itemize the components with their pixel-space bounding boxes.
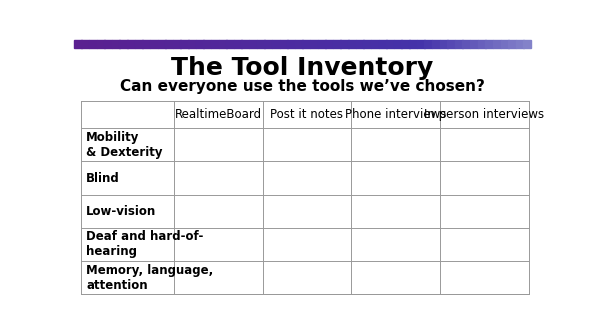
Bar (234, 40, 242, 47)
Bar (257, 40, 265, 47)
Bar (158, 40, 166, 47)
Bar (394, 40, 402, 47)
Bar (455, 40, 463, 47)
Text: Memory, language,
attention: Memory, language, attention (86, 264, 214, 291)
Bar (401, 40, 409, 47)
Bar (89, 40, 97, 47)
Text: Deaf and hard-of-
hearing: Deaf and hard-of- hearing (86, 230, 204, 258)
Text: In person interviews: In person interviews (424, 108, 545, 121)
Bar (74, 40, 82, 47)
Bar (104, 40, 112, 47)
Bar (112, 40, 120, 47)
Bar (211, 40, 219, 47)
Bar (204, 40, 211, 47)
Bar (310, 40, 318, 47)
Bar (363, 40, 372, 47)
Bar (440, 40, 448, 47)
Bar (409, 40, 417, 47)
Bar (478, 40, 486, 47)
Bar (97, 40, 104, 47)
Bar (432, 40, 440, 47)
Bar (333, 40, 341, 47)
Bar (386, 40, 394, 47)
Bar (379, 40, 386, 47)
Bar (81, 40, 90, 47)
Bar (280, 40, 287, 47)
Bar (272, 40, 280, 47)
Bar (447, 40, 455, 47)
Bar (142, 40, 150, 47)
Bar (165, 40, 173, 47)
Bar (295, 40, 303, 47)
Text: Phone interviews: Phone interviews (345, 108, 446, 121)
Text: The Tool Inventory: The Tool Inventory (171, 56, 434, 80)
Bar (516, 40, 524, 47)
Text: Mobility
& Dexterity: Mobility & Dexterity (86, 131, 163, 159)
Text: Can everyone use the tools we’ve chosen?: Can everyone use the tools we’ve chosen? (120, 79, 485, 95)
Bar (317, 40, 326, 47)
Bar (508, 40, 516, 47)
Bar (287, 40, 295, 47)
Bar (340, 40, 349, 47)
Bar (249, 40, 257, 47)
Bar (371, 40, 379, 47)
Bar (135, 40, 143, 47)
Bar (463, 40, 470, 47)
Text: Blind: Blind (86, 172, 120, 185)
Bar (196, 40, 204, 47)
Bar (356, 40, 364, 47)
Bar (150, 40, 158, 47)
Bar (241, 40, 250, 47)
Bar (325, 40, 333, 47)
Bar (264, 40, 273, 47)
Bar (493, 40, 501, 47)
Text: RealtimeBoard: RealtimeBoard (175, 108, 262, 121)
Bar (188, 40, 196, 47)
Bar (173, 40, 181, 47)
Bar (302, 40, 310, 47)
Bar (348, 40, 356, 47)
Bar (523, 40, 532, 47)
Bar (417, 40, 425, 47)
Bar (500, 40, 509, 47)
Bar (181, 40, 189, 47)
Bar (470, 40, 478, 47)
Bar (485, 40, 493, 47)
Text: Low-vision: Low-vision (86, 205, 156, 218)
Bar (127, 40, 135, 47)
Bar (226, 40, 234, 47)
Bar (424, 40, 432, 47)
Text: Post it notes: Post it notes (270, 108, 343, 121)
Bar (218, 40, 227, 47)
Bar (119, 40, 127, 47)
